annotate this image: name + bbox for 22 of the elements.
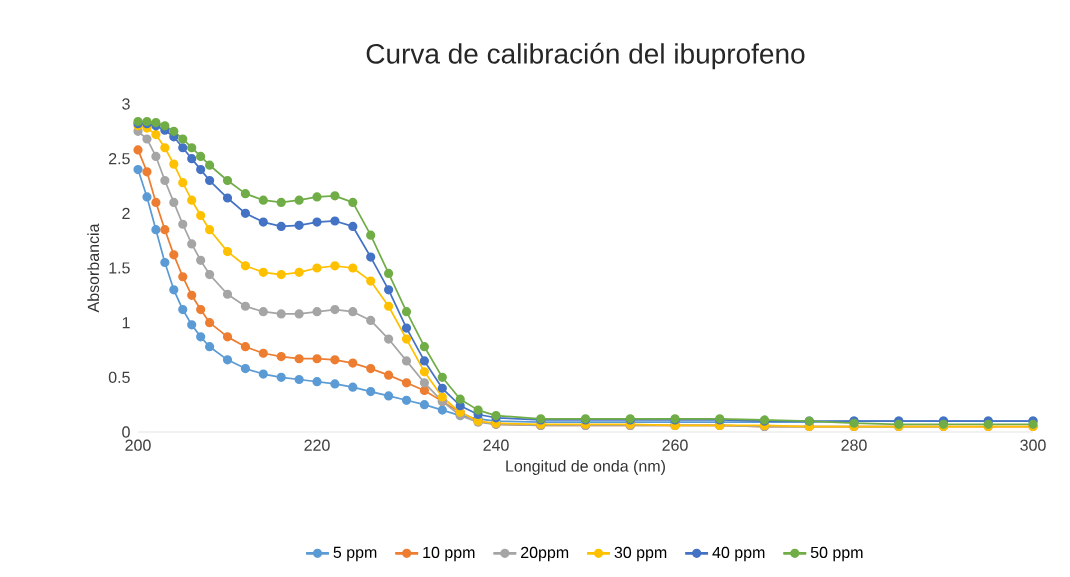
x-tick-label: 220 [304,439,330,451]
x-axis-title: Longitud de onda (nm) [506,460,665,475]
legend-label: 30 ppm [614,546,667,562]
legend-label: 20ppm [521,546,569,562]
y-tick-label: 1 [122,317,130,329]
x-tick-label: 260 [662,439,688,451]
y-tick-label: 2 [122,207,130,219]
y-tick-label: 2.5 [109,153,130,165]
legend-label: 50 ppm [810,546,863,562]
y-tick-label: 1.5 [109,262,130,274]
legend-label: 10 ppm [423,546,475,562]
legend-label: 5 ppm [333,546,377,562]
y-tick-label: 3 [122,98,130,110]
x-tick-label: 240 [483,439,509,451]
legend-label: 40 ppm [712,546,765,562]
x-tick-label: 280 [841,439,867,451]
y-axis-title: Absorbancia [87,223,100,313]
y-tick-label: 0 [122,426,130,438]
x-tick-label: 200 [125,439,151,451]
y-tick-label: 0.5 [108,371,130,383]
x-tick-label: 300 [1020,439,1046,451]
chart-title: Curva de calibración del ibuprofeno [366,42,805,70]
